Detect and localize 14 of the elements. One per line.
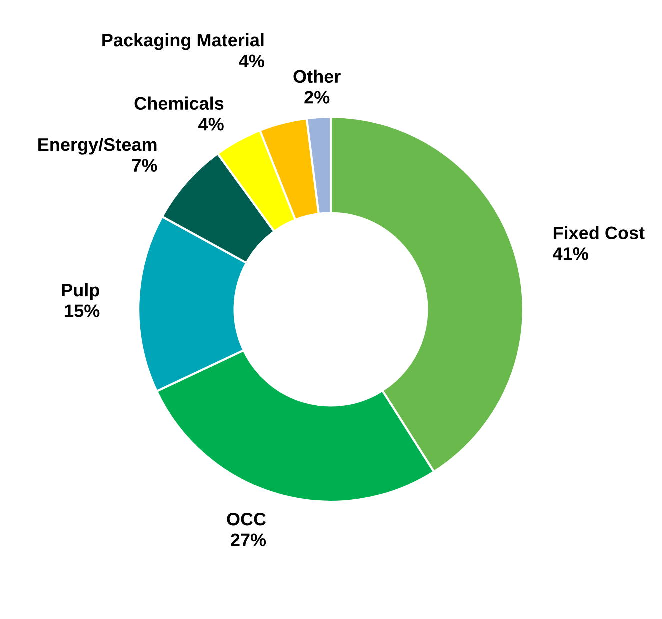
- data-label: 4%: [239, 54, 264, 68]
- data-label: 27%: [231, 534, 266, 546]
- slice-label: Other: [294, 70, 341, 84]
- data-label: 7%: [132, 159, 158, 172]
- slice-label: Pulp: [62, 283, 100, 300]
- data-label: 15%: [65, 304, 100, 318]
- data-label: 4%: [198, 118, 224, 131]
- slice-label: Fixed Cost: [554, 226, 645, 240]
- slice-label: Chemicals: [134, 96, 224, 110]
- data-label: 2%: [304, 91, 330, 104]
- slice-label: Energy/Steam: [38, 138, 157, 155]
- slice-label: OCC: [227, 512, 266, 526]
- slice-label: Packaging Material: [102, 33, 264, 50]
- data-label: 41%: [553, 248, 588, 260]
